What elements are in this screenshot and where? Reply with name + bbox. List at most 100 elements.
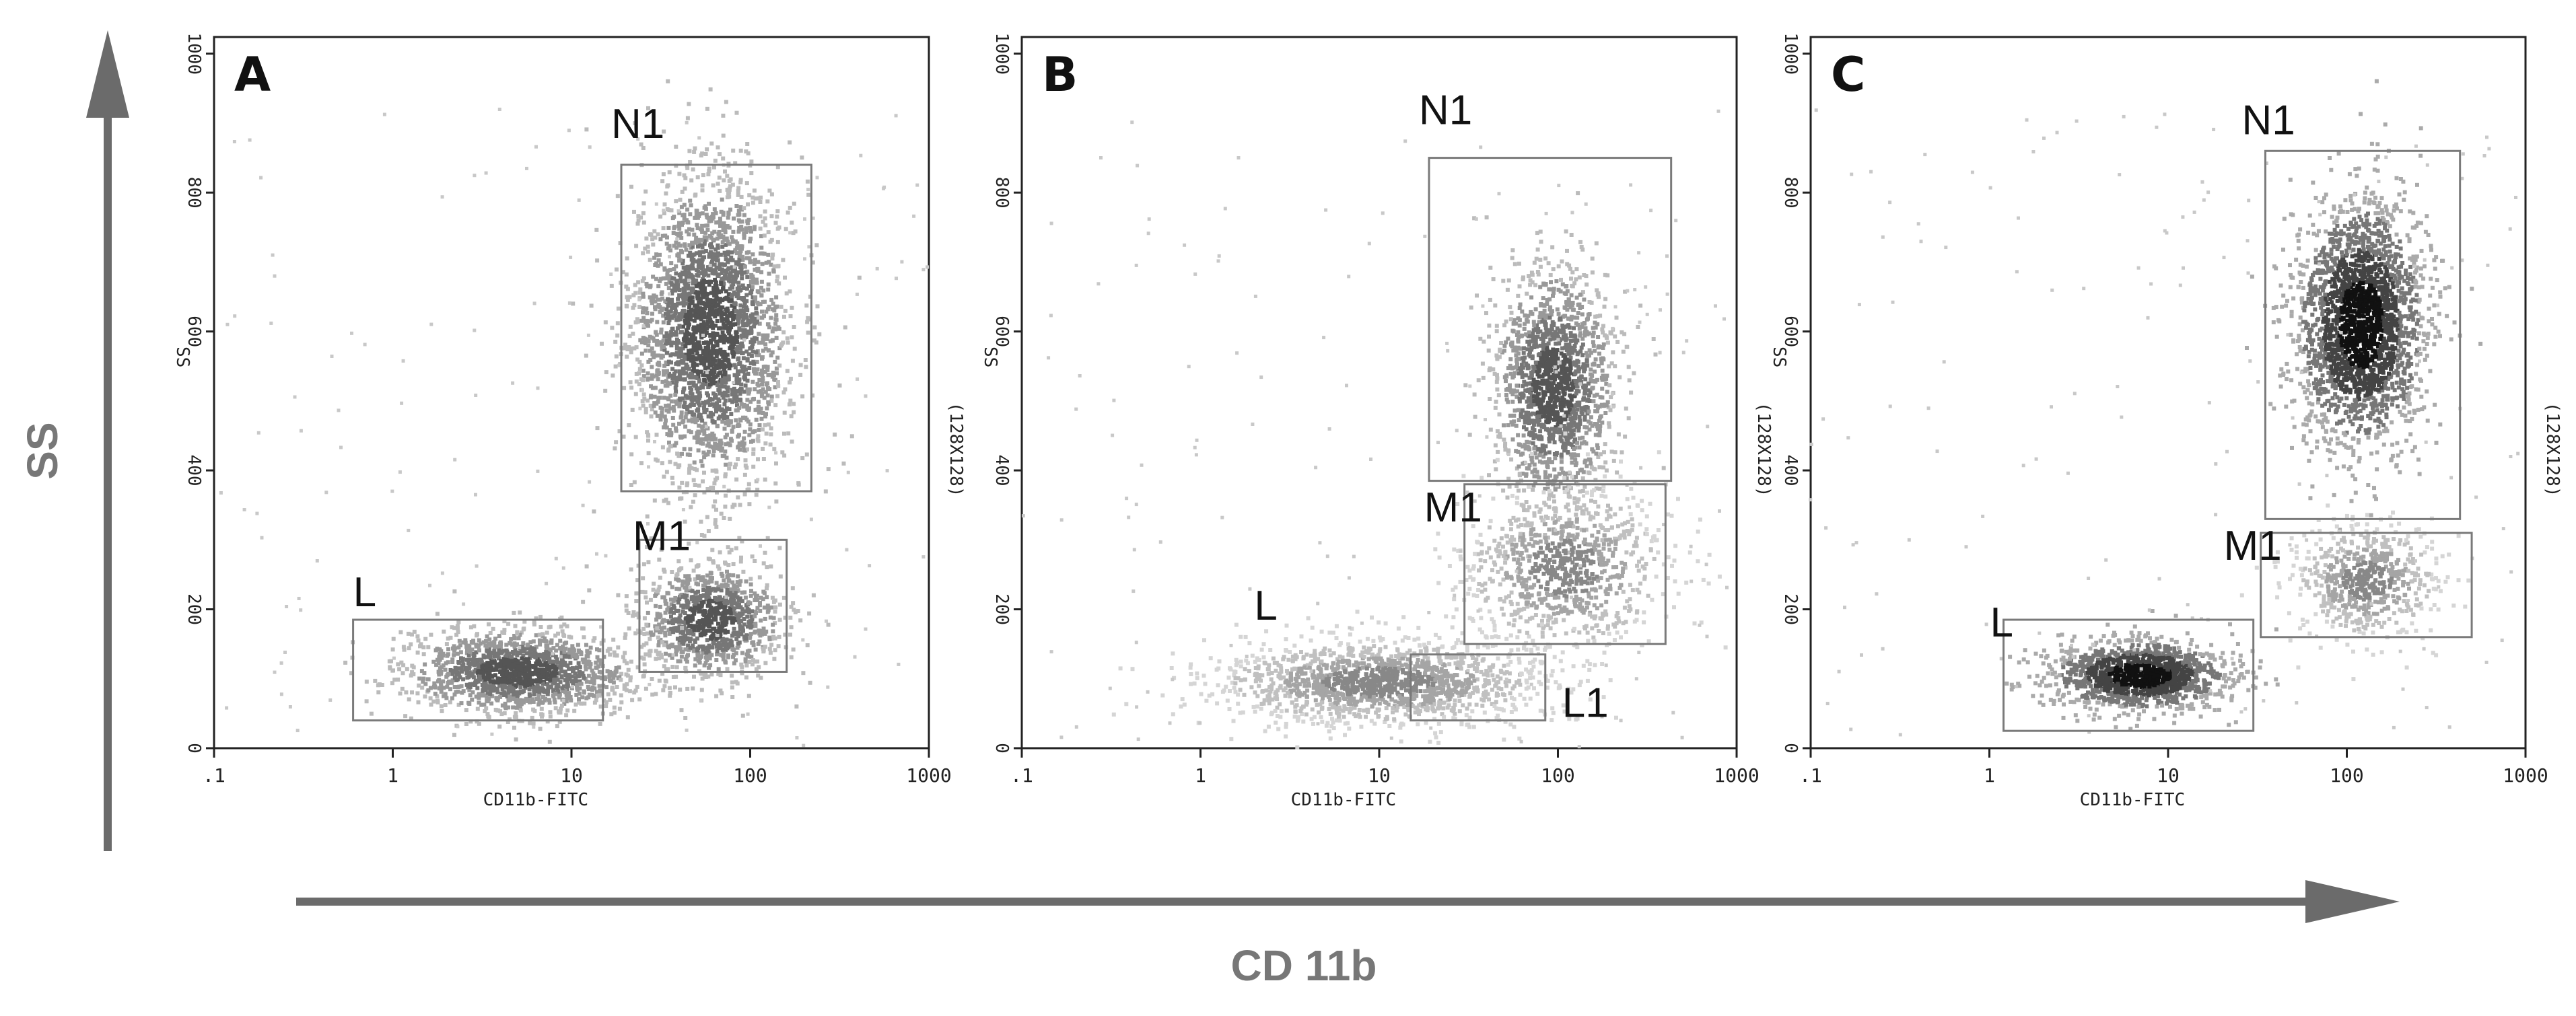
scatter-point xyxy=(671,630,676,634)
scatter-point xyxy=(576,661,581,665)
scatter-point xyxy=(736,260,741,265)
scatter-point xyxy=(711,641,716,646)
scatter-point xyxy=(610,687,615,692)
scatter-point xyxy=(437,672,442,677)
scatter-point xyxy=(436,698,440,703)
scatter-point xyxy=(684,371,689,375)
scatter-point xyxy=(754,493,759,497)
scatter-point xyxy=(516,680,521,685)
scatter-point xyxy=(657,639,662,644)
scatter-point xyxy=(567,676,572,680)
scatter-point xyxy=(713,611,718,616)
scatter-point xyxy=(717,595,722,600)
scatter-point xyxy=(625,715,630,720)
scatter-point xyxy=(658,237,663,242)
scatter-point xyxy=(488,631,493,635)
scatter-point xyxy=(653,307,658,312)
scatter-point xyxy=(705,515,709,519)
scatter-point xyxy=(571,647,576,651)
scatter-point xyxy=(674,649,678,653)
scatter-point xyxy=(665,369,669,373)
scatter-point xyxy=(584,353,588,358)
scatter-point xyxy=(463,667,468,672)
scatter-point xyxy=(725,188,730,192)
scatter-point xyxy=(694,565,699,569)
scatter-point xyxy=(530,682,534,686)
scatter-point xyxy=(645,631,650,636)
scatter-point xyxy=(409,642,413,647)
scatter-point xyxy=(660,233,665,238)
scatter-point xyxy=(468,693,473,698)
scatter-point xyxy=(734,261,738,266)
scatter-point xyxy=(633,283,637,287)
scatter-point xyxy=(686,637,691,642)
scatter-point xyxy=(488,655,493,660)
scatter-point xyxy=(577,682,582,686)
scatter-point xyxy=(734,376,739,381)
scatter-point xyxy=(696,371,701,376)
scatter-point xyxy=(464,657,469,662)
scatter-point xyxy=(707,604,712,608)
scatter-point xyxy=(518,632,522,637)
scatter-point xyxy=(723,253,728,258)
scatter-point xyxy=(720,446,724,451)
scatter-point xyxy=(649,394,654,398)
scatter-point xyxy=(677,463,682,468)
scatter-point xyxy=(603,677,608,682)
scatter-point xyxy=(557,719,562,724)
scatter-point xyxy=(680,435,685,439)
scatter-point xyxy=(699,153,703,157)
scatter-point xyxy=(527,692,532,696)
scatter-point xyxy=(450,660,455,664)
scatter-point xyxy=(739,296,744,301)
scatter-point xyxy=(751,379,755,384)
scatter-point xyxy=(687,467,691,472)
scatter-point xyxy=(687,297,692,301)
scatter-point xyxy=(511,696,516,701)
scatter-point xyxy=(675,361,680,365)
scatter-point xyxy=(730,294,734,299)
scatter-point xyxy=(714,645,719,649)
scatter-point xyxy=(734,275,738,280)
scatter-point xyxy=(732,291,737,296)
scatter-point xyxy=(801,671,806,676)
scatter-point xyxy=(641,674,646,678)
scatter-point xyxy=(438,686,443,690)
scatter-point xyxy=(444,661,448,665)
scatter-point xyxy=(657,678,662,683)
scatter-point xyxy=(646,371,650,375)
scatter-point xyxy=(697,621,702,626)
scatter-point xyxy=(513,648,518,653)
scatter-point xyxy=(646,451,651,456)
scatter-point xyxy=(718,391,722,396)
scatter-point xyxy=(744,293,749,297)
scatter-point xyxy=(718,414,722,419)
scatter-point xyxy=(532,622,536,627)
scatter-point xyxy=(648,349,652,353)
scatter-point xyxy=(391,637,396,641)
scatter-point xyxy=(697,357,701,361)
scatter-point xyxy=(750,662,755,667)
scatter-point xyxy=(738,250,742,254)
scatter-point xyxy=(655,626,660,630)
scatter-point xyxy=(522,672,526,677)
scatter-point xyxy=(727,186,732,191)
scatter-point xyxy=(425,677,430,682)
scatter-point xyxy=(611,373,615,378)
scatter-point xyxy=(685,620,690,624)
scatter-point xyxy=(773,221,778,225)
scatter-point xyxy=(749,582,753,587)
scatter-point xyxy=(826,467,831,472)
scatter-point xyxy=(709,672,714,677)
scatter-point xyxy=(712,229,717,234)
scatter-point xyxy=(659,547,664,552)
scatter-point xyxy=(728,258,732,262)
scatter-point xyxy=(706,529,711,534)
scatter-point xyxy=(696,589,700,594)
scatter-point xyxy=(464,722,468,726)
scatter-point xyxy=(703,421,707,426)
scatter-point xyxy=(500,687,505,692)
scatter-point xyxy=(443,692,448,696)
scatter-point xyxy=(708,250,713,254)
scatter-point xyxy=(534,645,538,649)
